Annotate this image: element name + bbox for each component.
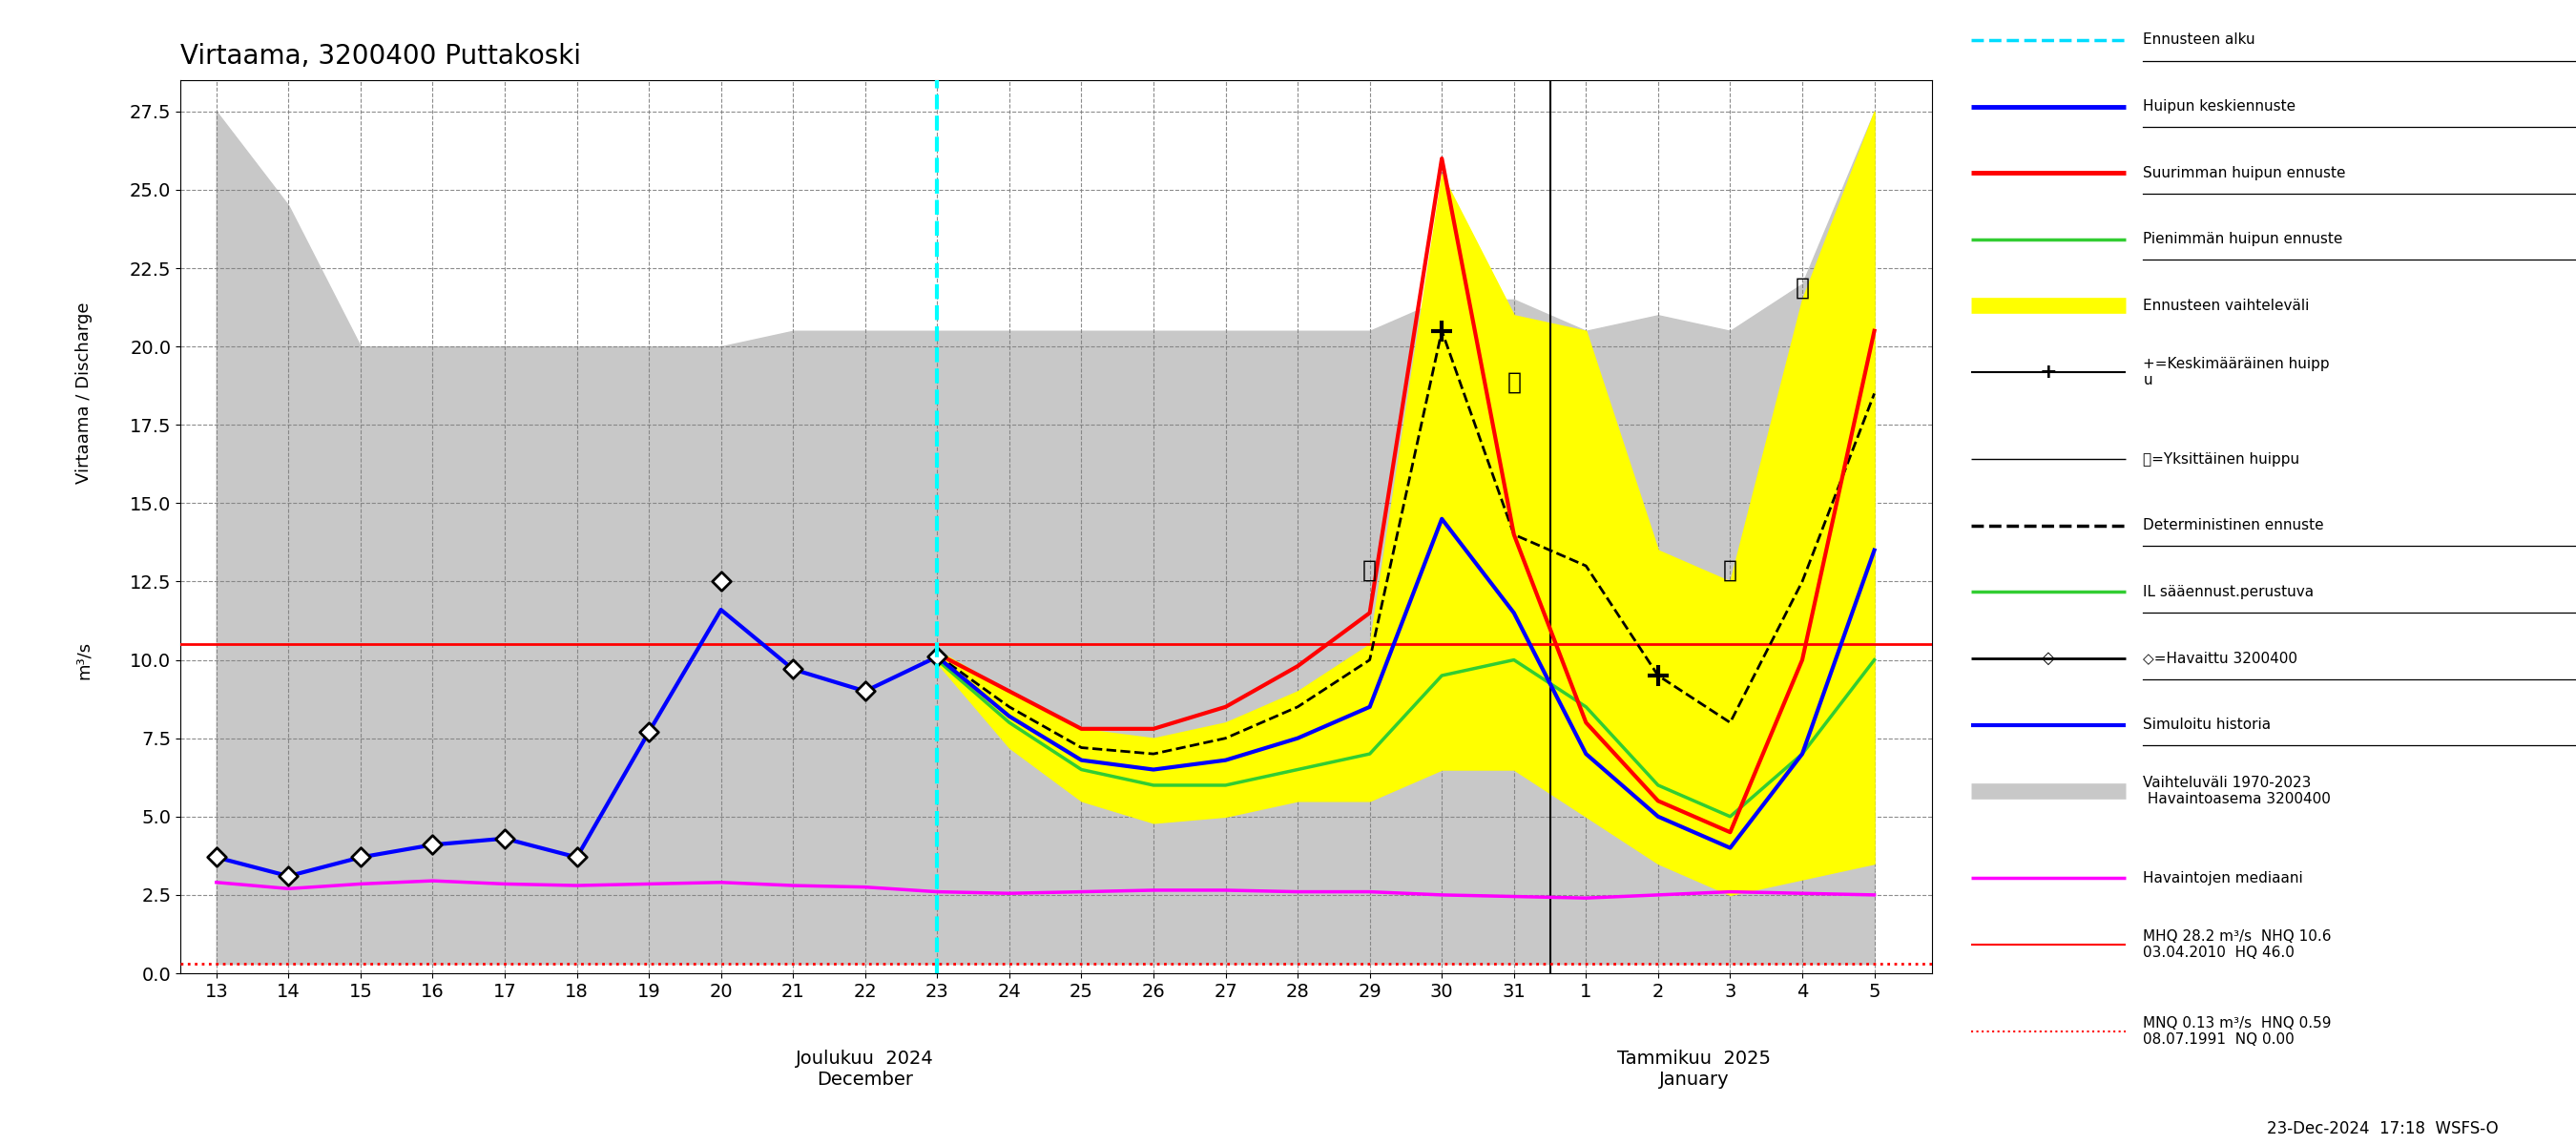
Text: ⌢: ⌢ — [1723, 559, 1736, 582]
Text: m³/s: m³/s — [75, 641, 93, 680]
Text: Tammikuu  2025
January: Tammikuu 2025 January — [1618, 1049, 1770, 1088]
Text: Ennusteen alku: Ennusteen alku — [2143, 33, 2257, 47]
Point — [917, 648, 958, 666]
Point — [268, 867, 309, 885]
Point — [845, 682, 886, 701]
Point — [701, 572, 742, 591]
Text: +: + — [2040, 363, 2056, 381]
Point — [412, 836, 453, 854]
Text: 23-Dec-2024  17:18  WSFS-O: 23-Dec-2024 17:18 WSFS-O — [2267, 1120, 2499, 1137]
Text: +⁠=Keskimääräinen huipp
u: +⁠=Keskimääräinen huipp u — [2143, 357, 2329, 388]
Text: Virtaama / Discharge: Virtaama / Discharge — [75, 302, 93, 483]
Text: Simuloitu historia: Simuloitu historia — [2143, 718, 2272, 732]
Text: ⌢: ⌢ — [1363, 559, 1378, 582]
Text: ⌢=Yksittäinen huippu: ⌢=Yksittäinen huippu — [2143, 452, 2300, 466]
Text: ◇: ◇ — [2040, 650, 2056, 668]
Text: Huipun keskiennuste: Huipun keskiennuste — [2143, 100, 2295, 113]
Text: ⌢: ⌢ — [1507, 371, 1520, 394]
Text: Ennusteen vaihteleväli: Ennusteen vaihteleväli — [2143, 299, 2311, 313]
Text: Deterministinen ennuste: Deterministinen ennuste — [2143, 519, 2324, 532]
Text: IL sääennust.perustuva: IL sääennust.perustuva — [2143, 585, 2313, 599]
Point — [340, 848, 381, 867]
Text: Vaihteluväli 1970-2023
 Havaintoasema 3200400: Vaihteluväli 1970-2023 Havaintoasema 320… — [2143, 776, 2331, 807]
Point — [196, 848, 237, 867]
Text: Pienimmän huipun ennuste: Pienimmän huipun ennuste — [2143, 232, 2344, 246]
Point — [773, 661, 814, 679]
Text: Havaintojen mediaani: Havaintojen mediaani — [2143, 871, 2303, 885]
Text: Joulukuu  2024
December: Joulukuu 2024 December — [796, 1049, 935, 1088]
Point — [484, 829, 526, 847]
Point — [556, 848, 598, 867]
Text: ◇⁠=Havaittu 3200400: ◇⁠=Havaittu 3200400 — [2143, 652, 2298, 665]
Text: Virtaama, 3200400 Puttakoski: Virtaama, 3200400 Puttakoski — [180, 44, 582, 70]
Text: MNQ 0.13 m³/s  HNQ 0.59
08.07.1991  NQ 0.00: MNQ 0.13 m³/s HNQ 0.59 08.07.1991 NQ 0.0… — [2143, 1017, 2331, 1048]
Text: Suurimman huipun ennuste: Suurimman huipun ennuste — [2143, 166, 2347, 180]
Point — [629, 722, 670, 741]
Text: ⌢: ⌢ — [1795, 277, 1808, 300]
Text: MHQ 28.2 m³/s  NHQ 10.6
03.04.2010  HQ 46.0: MHQ 28.2 m³/s NHQ 10.6 03.04.2010 HQ 46.… — [2143, 930, 2331, 961]
